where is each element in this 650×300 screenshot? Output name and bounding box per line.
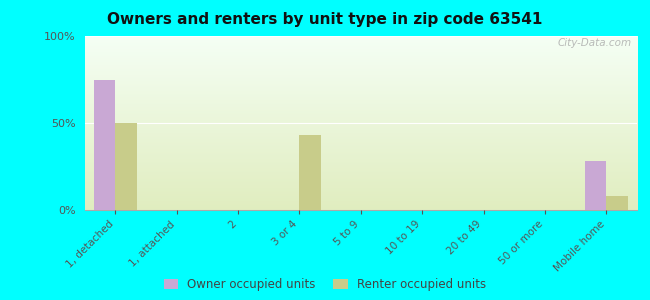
Legend: Owner occupied units, Renter occupied units: Owner occupied units, Renter occupied un… — [164, 278, 486, 291]
Text: Owners and renters by unit type in zip code 63541: Owners and renters by unit type in zip c… — [107, 12, 543, 27]
Bar — [606, 196, 628, 210]
Bar — [300, 135, 321, 210]
Bar — [115, 123, 136, 210]
Bar — [94, 80, 115, 210]
Bar — [585, 161, 606, 210]
Text: City-Data.com: City-Data.com — [557, 38, 632, 48]
